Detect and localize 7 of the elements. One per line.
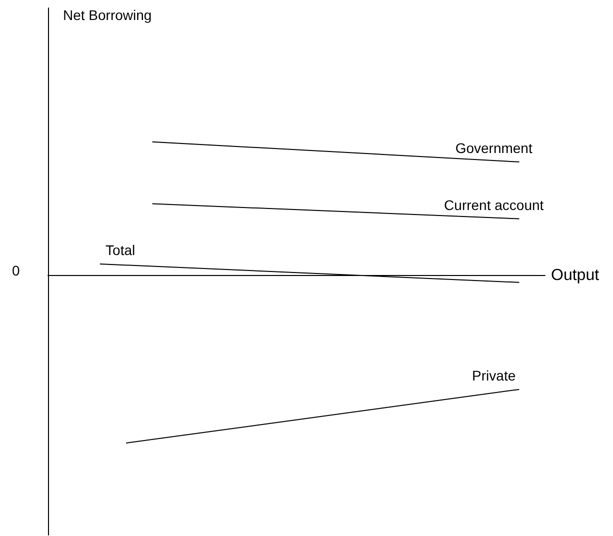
series-label: Total [106, 242, 136, 258]
text: 0 [12, 262, 20, 279]
series-label: Government [455, 140, 532, 156]
series-label: Current account [444, 196, 544, 213]
series-label: Private [472, 367, 516, 384]
text: Net Borrowing [63, 7, 152, 23]
x-axis-title: Output [551, 267, 600, 284]
